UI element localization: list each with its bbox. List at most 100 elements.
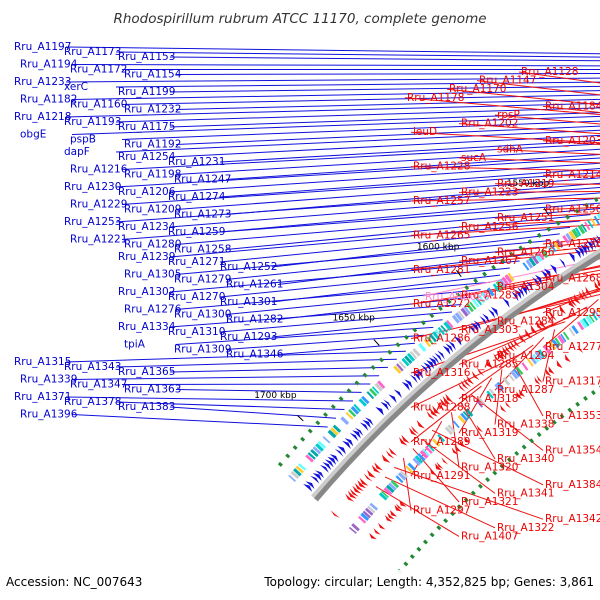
leader-line-forward <box>121 143 600 170</box>
forward-gene-arrow <box>426 359 435 369</box>
leader-line-forward <box>225 153 600 180</box>
leader-line-reverse <box>494 336 545 391</box>
forward-gene-arrow <box>559 258 566 269</box>
tick-mark <box>378 357 384 363</box>
tick-mark <box>395 342 401 348</box>
tick-mark <box>370 364 376 370</box>
cds-category-block <box>412 457 421 466</box>
forward-gene-arrow <box>467 324 476 335</box>
leader-line-forward <box>169 85 600 93</box>
reverse-gene-arrow <box>548 366 555 375</box>
reverse-gene-arrow <box>410 425 420 435</box>
reverse-gene-arrow <box>535 320 543 331</box>
tick-mark <box>455 291 461 297</box>
reverse-gene-arrow <box>463 377 472 388</box>
leader-line-reverse <box>410 249 600 271</box>
leader-line-forward <box>175 125 600 145</box>
cds-category-block <box>577 224 586 235</box>
forward-gene-arrow <box>549 264 557 275</box>
leader-line-forward <box>219 197 600 233</box>
leader-line-reverse <box>410 352 523 408</box>
leader-line-reverse <box>458 290 600 331</box>
reverse-gene-arrow <box>387 512 395 520</box>
forward-gene-arrow <box>388 394 397 404</box>
leader-line-forward <box>225 289 481 315</box>
gene-label-reverse: Rru_A1268 <box>545 272 600 284</box>
gene-label-forward: Rru_A1259 <box>168 226 225 238</box>
reverse-gene-arrow <box>499 404 507 413</box>
gene-label-reverse: Rru_A1214 <box>545 169 600 181</box>
cds-category-block <box>494 383 503 393</box>
reverse-gene-arrow <box>432 405 441 415</box>
cds-category-block <box>579 319 588 329</box>
forward-gene-arrow <box>420 364 429 374</box>
tick-mark <box>429 532 435 538</box>
cds-category-block <box>534 351 543 361</box>
forward-gene-arrow <box>523 283 531 293</box>
forward-gene-arrow <box>511 291 519 302</box>
leader-line-forward <box>65 350 406 363</box>
gene-label-forward: Rru_A1198 <box>124 169 181 181</box>
gene-label-forward: Rru_A1315 <box>14 356 71 368</box>
gene-label-reverse: Rru_A1322 <box>497 522 554 534</box>
gene-label-reverse: sdhA <box>497 143 524 155</box>
gene-label-reverse: Rru_A1250 <box>545 204 600 216</box>
tick-mark <box>330 404 336 410</box>
reverse-gene-arrow <box>357 480 367 489</box>
leader-line-reverse <box>446 88 600 106</box>
leader-line-forward <box>277 342 415 355</box>
tick-mark <box>443 518 449 524</box>
leader-line-forward <box>169 112 600 128</box>
gene-label-forward: Rru_A1221 <box>70 234 127 246</box>
reverse-gene-arrow <box>408 427 418 436</box>
gene-label-forward: Rru_A1232 <box>124 104 181 116</box>
gene-label-forward: Rru_A1309 <box>174 344 231 356</box>
forward-gene-arrow <box>362 419 371 429</box>
leader-line-forward <box>219 226 571 263</box>
leader-line-forward <box>121 120 600 140</box>
forward-gene-arrow <box>409 374 418 384</box>
leader-line-forward <box>169 220 581 258</box>
gene-label-forward: Rru_A1253 <box>64 216 121 228</box>
gene-label-reverse: Rru_A1297 <box>413 505 470 517</box>
gene-label-reverse: Rru_A1272 <box>413 298 470 310</box>
leader-line-reverse <box>494 240 600 254</box>
reverse-gene-arrow <box>436 401 445 411</box>
gene-label-forward: xerC <box>64 81 88 93</box>
forward-gene-arrow <box>312 472 322 481</box>
gene-label-reverse: Rru_A1281 <box>413 264 470 276</box>
forward-gene-arrow <box>502 298 510 308</box>
leader-line-forward <box>175 389 362 393</box>
tick-mark <box>446 298 452 304</box>
cds-category-block <box>526 358 534 367</box>
cds-category-block <box>407 462 416 471</box>
leader-line-reverse <box>476 80 600 96</box>
gene-label-reverse: Rru_A1291 <box>413 470 470 482</box>
gene-label-forward: Rru_A1280 <box>124 239 181 251</box>
reverse-gene-arrow <box>389 509 398 517</box>
gene-label-forward: Rru_A1239 <box>118 251 175 263</box>
cds-category-block <box>568 230 577 241</box>
tick-mark <box>514 450 520 456</box>
cds-category-block <box>423 338 432 348</box>
cds-category-block <box>419 450 429 459</box>
gene-label-reverse: Rru_A1283 <box>461 290 518 302</box>
reverse-gene-arrow <box>440 398 449 408</box>
gene-label-forward: Rru_A1343 <box>64 361 121 373</box>
gene-label-reverse: Rru_A1303 <box>461 324 518 336</box>
cds-category-block <box>437 326 446 336</box>
reverse-gene-arrow <box>373 528 381 535</box>
cds-category-block <box>590 217 597 227</box>
gene-label-forward: Rru_A1365 <box>118 366 175 378</box>
cds-category-block <box>529 355 538 365</box>
reverse-gene-arrow <box>493 353 501 363</box>
leader-line-reverse <box>404 97 600 116</box>
gene-label-forward: Rru_A1218 <box>14 111 71 123</box>
cds-category-block <box>406 352 416 362</box>
tick-mark <box>387 349 393 355</box>
gene-label-reverse: Rru_A1219 <box>497 178 554 190</box>
forward-gene-arrow <box>534 274 542 285</box>
cds-category-block <box>596 213 600 221</box>
gene-label-reverse: Rru_A1407 <box>461 530 518 542</box>
leader-line-forward <box>169 366 388 373</box>
